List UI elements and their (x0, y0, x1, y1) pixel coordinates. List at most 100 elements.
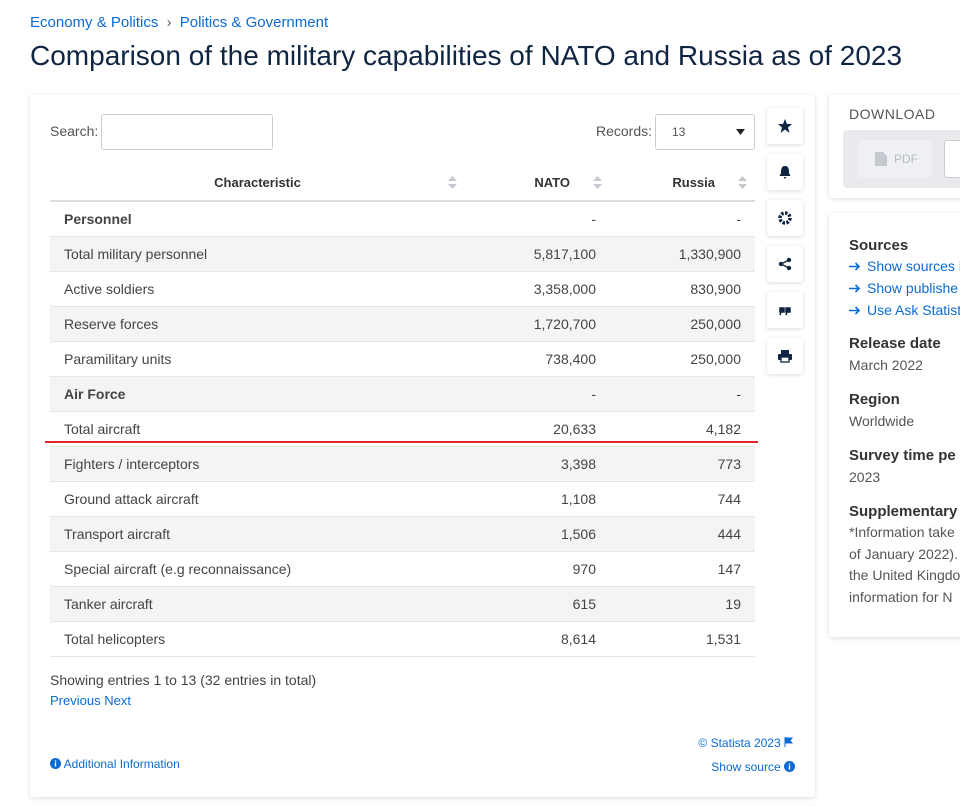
table-row: Total helicopters 8,614 1,531 (50, 621, 755, 657)
table-row: Fighters / interceptors 3,398 773 (50, 446, 755, 482)
print-button[interactable] (767, 338, 803, 374)
source-link[interactable]: Show publishe (849, 280, 958, 296)
value-cell: 147 (610, 551, 755, 587)
breadcrumb-link[interactable]: Politics & Government (179, 14, 329, 31)
table-row: Total military personnel 5,817,100 1,330,9… (50, 236, 755, 272)
value-cell: 1,506 (465, 516, 610, 552)
download-card: DOWNLOAD PDF (829, 95, 960, 198)
source-link-text: Show sources i (867, 258, 960, 274)
value-cell: 3,358,000 (465, 271, 610, 307)
sort-arrows (448, 176, 457, 189)
source-link[interactable]: Show sources i (849, 258, 960, 274)
header-label: Russia (672, 175, 715, 190)
next-link[interactable]: Next (104, 693, 131, 708)
supplementary-line: of January 2022). (849, 545, 958, 562)
search-label: Search: (50, 123, 99, 139)
column-header[interactable]: Russia (610, 165, 755, 202)
download-title: DOWNLOAD (849, 106, 936, 122)
value-cell: 1,720,700 (465, 306, 610, 342)
records-select[interactable]: 13 (655, 114, 755, 150)
copyright-link[interactable]: © Statista 2023 (698, 736, 781, 750)
print-icon (778, 350, 792, 363)
table-row: Transport aircraft 1,506 444 (50, 516, 755, 552)
value-cell: 5,817,100 (465, 236, 610, 272)
value-cell: 19 (610, 586, 755, 622)
label-cell: Active soldiers (50, 271, 465, 307)
page-title: Comparison of the military capabilities … (30, 40, 903, 71)
cite-button[interactable] (767, 292, 803, 328)
table-row: Paramilitary units 738,400 250,000 (50, 341, 755, 377)
arrow-icon (849, 262, 861, 271)
column-header[interactable]: Characteristic (50, 165, 465, 202)
pdf-icon (875, 152, 887, 166)
additional-info-link[interactable]: Additional Information (63, 757, 180, 771)
search-input[interactable] (101, 114, 273, 150)
supplementary-title: Supplementary (849, 503, 958, 520)
highlight-line (45, 441, 758, 443)
quote-icon (779, 307, 791, 316)
table-row: Ground attack aircraft 1,108 744 (50, 481, 755, 517)
info-card: Sources Show sources i Show publishe Use A… (829, 213, 960, 637)
breadcrumb-link[interactable]: Economy & Politics (30, 14, 159, 31)
value-cell: 1,531 (610, 621, 755, 657)
star-icon (778, 119, 792, 133)
value-cell: 3,398 (465, 446, 610, 482)
table-body: Personnel - - Total military personnel 5,817… (50, 201, 755, 657)
supplementary-line: information for N (849, 588, 953, 605)
share-icon (778, 257, 792, 271)
detail-label: Survey time pe (849, 447, 956, 464)
previous-link[interactable]: Previous (50, 693, 101, 708)
copyright: © Statista 2023 (698, 736, 794, 750)
flag-icon (784, 737, 794, 747)
arrow-icon (849, 284, 861, 293)
favorite-button[interactable] (767, 108, 803, 144)
label-cell: Transport aircraft (50, 516, 465, 552)
share-button[interactable] (767, 246, 803, 282)
value-cell: 615 (465, 586, 610, 622)
label-cell: Total military personnel (50, 236, 465, 272)
sort-icon (448, 176, 457, 192)
header-label: Characteristic (214, 175, 301, 190)
notify-button[interactable] (767, 154, 803, 190)
value-cell: 8,614 (465, 621, 610, 657)
detail-value: 2023 (849, 469, 881, 485)
show-source-link[interactable]: Show source (711, 760, 781, 774)
value-cell: - (465, 376, 610, 412)
table-row: Reserve forces 1,720,700 250,000 (50, 306, 755, 342)
value-cell: 1,330,900 (610, 236, 755, 272)
label-cell: Air Force (50, 376, 465, 412)
source-link[interactable]: Use Ask Statist (849, 302, 960, 318)
settings-button[interactable] (767, 200, 803, 236)
label-cell: Tanker aircraft (50, 586, 465, 622)
pdf-button[interactable]: PDF (858, 140, 932, 178)
table-row: Special aircraft (e.g reconnaissance) 970… (50, 551, 755, 587)
dropdown-arrow (736, 129, 745, 135)
table-row: Tanker aircraft 615 19 (50, 586, 755, 622)
download-button[interactable] (944, 140, 960, 178)
show-source: Show source (711, 760, 795, 774)
label-cell: Personnel (50, 201, 465, 237)
value-cell: 773 (610, 446, 755, 482)
pagination: Previous Next (50, 693, 131, 708)
sort-arrows (738, 176, 747, 189)
value-cell: 970 (465, 551, 610, 587)
value-cell: - (610, 376, 755, 412)
value-cell: - (465, 201, 610, 237)
header-row: Characteristic NATO Russia (50, 165, 755, 202)
label-cell: Ground attack aircraft (50, 481, 465, 517)
pdf-label: PDF (894, 152, 918, 166)
breadcrumb: Economy & Politics › Politics & Governme… (30, 14, 328, 31)
label-cell: Total helicopters (50, 621, 465, 657)
value-cell: 1,108 (465, 481, 610, 517)
sort-icon (593, 176, 602, 192)
table-row: Personnel - - (50, 201, 755, 237)
additional-info: Additional Information (50, 757, 180, 771)
bell-icon (779, 166, 791, 179)
source-link-text: Use Ask Statist (867, 302, 960, 318)
detail-label: Release date (849, 335, 941, 352)
download-area: PDF (843, 130, 960, 188)
breadcrumb-separator: › (166, 14, 172, 31)
table-card: Search: Records: 13 Characteristic NATO Ru… (30, 95, 815, 797)
column-header[interactable]: NATO (465, 165, 610, 202)
